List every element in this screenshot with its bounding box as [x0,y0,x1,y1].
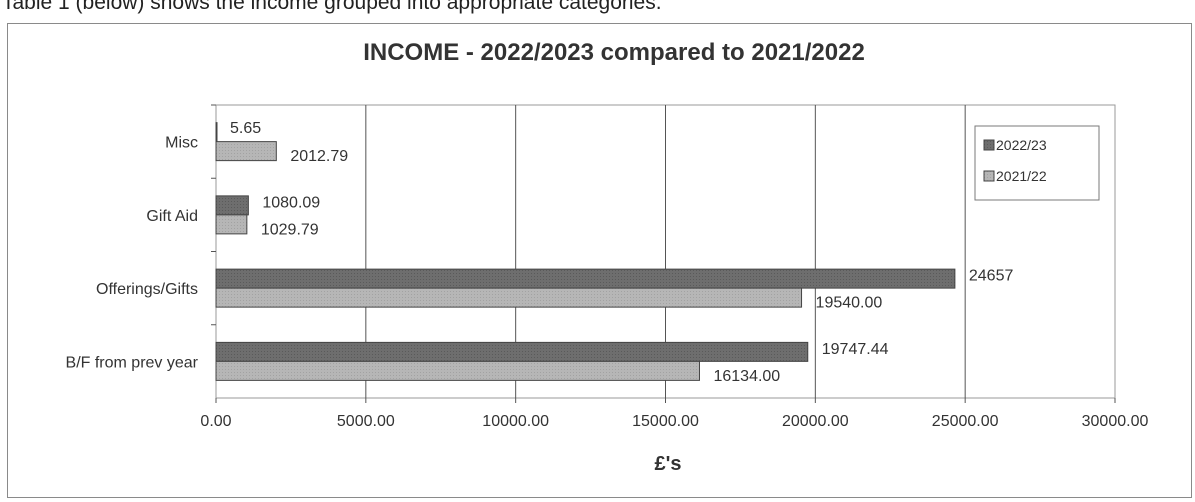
data-label: 16134.00 [713,368,780,385]
data-label: 1029.79 [261,221,319,238]
legend-label: 2021/22 [996,168,1047,184]
x-tick-label: 0.00 [200,413,231,430]
bar-2022-23 [215,268,956,289]
x-tick-label: 20000.00 [782,413,849,430]
legend-box [974,125,1100,201]
top-caption: Table 1 (below) shows the income grouped… [2,0,662,14]
data-label: 19747.44 [822,341,889,358]
bar-2021-22 [215,214,248,235]
x-axis-label: £'s [654,453,681,475]
x-tick-label: 15000.00 [632,413,699,430]
bar-2021-22 [215,287,803,308]
category-label: Misc [165,135,198,152]
bar-2022-23 [215,341,809,362]
category-label: B/F from prev year [66,354,199,371]
bar-2022-23 [215,122,218,143]
bar-2022-23 [215,195,249,216]
chart-frame [7,23,1192,498]
bar-2021-22 [215,360,700,381]
bar-2021-22 [215,141,277,162]
x-tick-label: 30000.00 [1082,413,1149,430]
chart-title: INCOME - 2022/2023 compared to 2021/2022 [363,39,865,66]
x-tick-label: 25000.00 [932,413,999,430]
data-label: 1080.09 [262,194,320,211]
legend-label: 2022/23 [996,137,1047,153]
data-label: 2012.79 [290,148,348,165]
x-tick-label: 5000.00 [337,413,395,430]
plot-area: 0.00 5000.00 10000.00 15000.00 20000.00 25000… [66,104,1149,430]
legend-swatch [983,170,995,182]
data-label: 5.65 [230,120,261,137]
category-label: Offerings/Gifts [96,281,198,298]
x-tick-label: 10000.00 [482,413,549,430]
data-label: 24657 [969,268,1014,285]
data-label: 19540.00 [816,295,883,312]
category-label: Gift Aid [146,208,198,225]
legend: 2022/23 2021/22 [974,125,1100,201]
legend-swatch [983,139,995,151]
